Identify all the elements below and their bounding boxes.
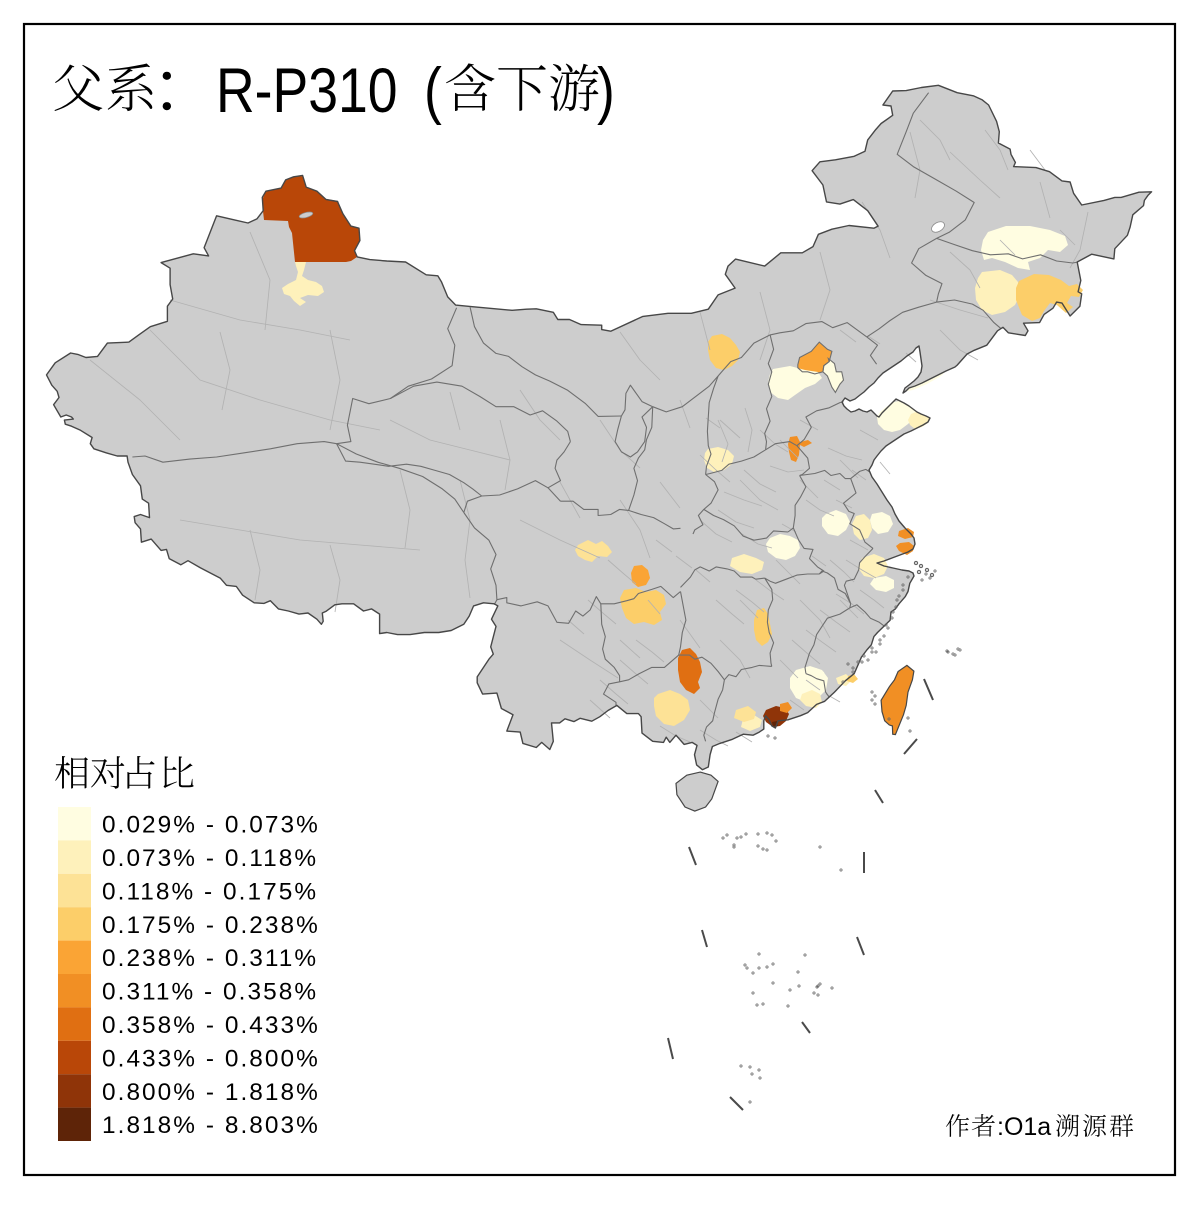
svg-text:1.818% - 8.803%: 1.818% - 8.803% [102,1112,320,1139]
svg-text:(: ( [424,56,442,126]
svg-text:0.238% - 0.311%: 0.238% - 0.311% [102,945,318,972]
svg-text:0.800% - 1.818%: 0.800% - 1.818% [102,1079,320,1106]
svg-text:0.175% - 0.238%: 0.175% - 0.238% [102,912,320,939]
svg-text:R-P310: R-P310 [216,56,398,126]
svg-text:): ) [597,56,615,126]
svg-text:0.029% - 0.073%: 0.029% - 0.073% [102,812,320,839]
svg-text::O1a: :O1a [997,1113,1051,1141]
svg-text:0.311% - 0.358%: 0.311% - 0.358% [102,979,318,1006]
svg-text:0.358% - 0.433%: 0.358% - 0.433% [102,1012,320,1039]
svg-text:0.073% - 0.118%: 0.073% - 0.118% [102,845,318,872]
svg-text:0.118% - 0.175%: 0.118% - 0.175% [102,878,318,905]
svg-text:0.433% - 0.800%: 0.433% - 0.800% [102,1045,320,1072]
